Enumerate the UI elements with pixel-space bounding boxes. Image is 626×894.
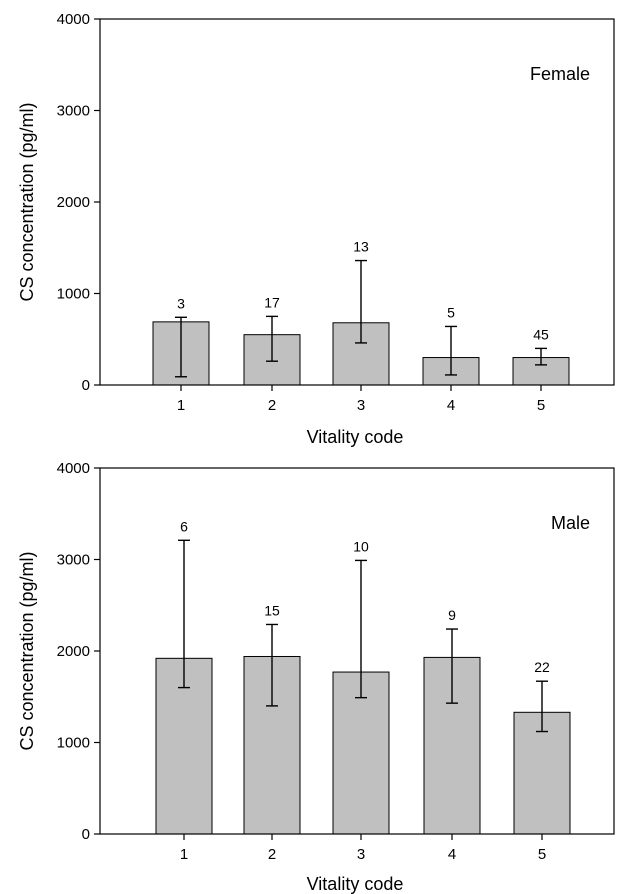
male-error-bar-1 xyxy=(178,539,190,689)
male-y-tick-label-2000: 2000 xyxy=(57,643,90,660)
male-error-bar-3 xyxy=(355,559,367,699)
female-x-tick-label-4: 4 xyxy=(447,397,455,414)
female-y-tick-label-3000: 3000 xyxy=(57,103,90,120)
male-chart-panel: 6 15 10 9 22 0 1000 2000 3000 4000 1 2 3 4 5 Vitality c… xyxy=(17,460,615,894)
male-error-bar-5 xyxy=(536,680,548,733)
male-x-tick-label-5: 5 xyxy=(538,846,546,863)
male-n-label-5: 22 xyxy=(534,659,550,675)
female-n-label-3: 13 xyxy=(353,239,369,255)
male-x-axis-title: Vitality code xyxy=(307,874,404,894)
male-y-axis-title: CS concentration (pg/ml) xyxy=(17,551,37,750)
female-n-label-1: 3 xyxy=(177,295,185,311)
male-bar-5 xyxy=(513,711,571,835)
female-error-bar-1 xyxy=(175,316,187,378)
male-y-tick-label-0: 0 xyxy=(82,826,90,843)
female-error-bar-3 xyxy=(355,259,367,344)
female-n-label-4: 5 xyxy=(447,304,455,320)
male-x-tick-label-4: 4 xyxy=(448,846,456,863)
female-y-tick-label-1000: 1000 xyxy=(57,286,90,303)
male-y-tick-label-4000: 4000 xyxy=(57,460,90,477)
female-x-tick-label-3: 3 xyxy=(357,397,365,414)
female-n-label-2: 17 xyxy=(264,294,280,310)
male-n-label-3: 10 xyxy=(353,538,369,554)
female-x-tick-label-5: 5 xyxy=(537,397,545,414)
female-panel-label: Female xyxy=(530,64,590,84)
female-x-tick-label-2: 2 xyxy=(268,397,276,414)
male-y-tick-label-1000: 1000 xyxy=(57,735,90,752)
male-bar-3 xyxy=(332,671,390,835)
female-n-label-5: 45 xyxy=(533,326,549,342)
female-error-bar-5 xyxy=(535,347,547,366)
male-x-tick-label-3: 3 xyxy=(357,846,365,863)
female-error-bar-2 xyxy=(266,315,278,362)
female-y-tick-label-0: 0 xyxy=(82,377,90,394)
female-y-tick-label-2000: 2000 xyxy=(57,194,90,211)
male-x-tick-label-1: 1 xyxy=(180,846,188,863)
female-x-tick-label-1: 1 xyxy=(177,397,185,414)
female-error-bar-4 xyxy=(445,325,457,376)
female-y-axis-title: CS concentration (pg/ml) xyxy=(17,102,37,301)
female-y-tick-label-4000: 4000 xyxy=(57,11,90,28)
male-panel-label: Male xyxy=(551,513,590,533)
male-error-bar-2 xyxy=(266,623,278,707)
female-x-axis-title: Vitality code xyxy=(307,427,404,447)
male-error-bar-4 xyxy=(446,628,458,704)
male-n-label-1: 6 xyxy=(180,518,188,534)
male-n-label-2: 15 xyxy=(264,602,280,618)
male-y-tick-label-3000: 3000 xyxy=(57,552,90,569)
male-x-tick-label-2: 2 xyxy=(268,846,276,863)
male-n-label-4: 9 xyxy=(448,607,456,623)
